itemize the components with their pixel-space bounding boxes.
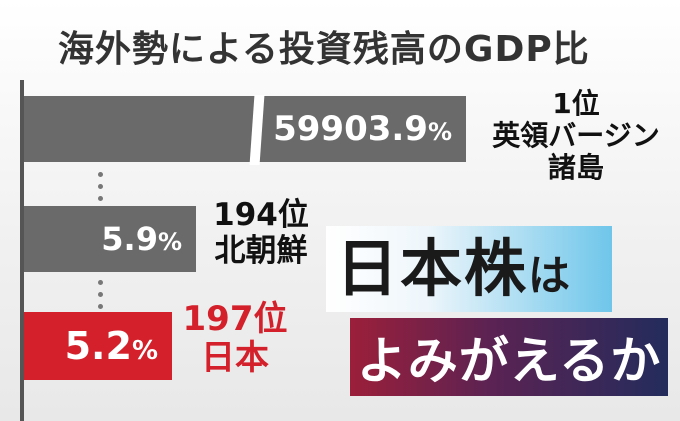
omission-dots: [97, 280, 103, 309]
bar-value-label: 5.2%: [64, 324, 158, 368]
rank-label-197: 197位 日本: [180, 299, 290, 379]
rank-label-194: 194位 北朝鮮: [206, 197, 316, 269]
rank-label-1: 1位 英領バージン 諸島: [478, 87, 674, 185]
bar-value-label: 5.9%: [101, 220, 182, 258]
rank-number: 197位: [182, 299, 288, 339]
country-name-line2: 諸島: [547, 151, 604, 185]
bar-value-label: 59903.9%: [273, 109, 452, 149]
headline-line1: 日本株は: [336, 218, 570, 308]
country-name: 日本: [201, 338, 269, 379]
bar-north-korea: 5.9%: [24, 206, 196, 272]
headline-line2: よみがえるか: [356, 331, 662, 390]
country-name-line1: 英領バージン: [492, 119, 660, 153]
headline-band-bottom: よみがえるか: [350, 318, 668, 396]
bar-japan: 5.2%: [24, 312, 172, 380]
rank-number: 194位: [213, 197, 309, 233]
y-axis-line: [20, 80, 24, 421]
rank-number: 1位: [552, 87, 600, 120]
country-name: 北朝鮮: [214, 232, 308, 269]
bar-british-virgin-islands: 59903.9%: [24, 96, 466, 162]
omission-dots: [97, 172, 103, 201]
chart-title: 海外勢による投資残高のGDP比: [58, 29, 590, 70]
headline-particle: は: [528, 251, 571, 300]
headline-band-top: [326, 226, 612, 312]
headline-main: 日本株: [336, 232, 529, 305]
